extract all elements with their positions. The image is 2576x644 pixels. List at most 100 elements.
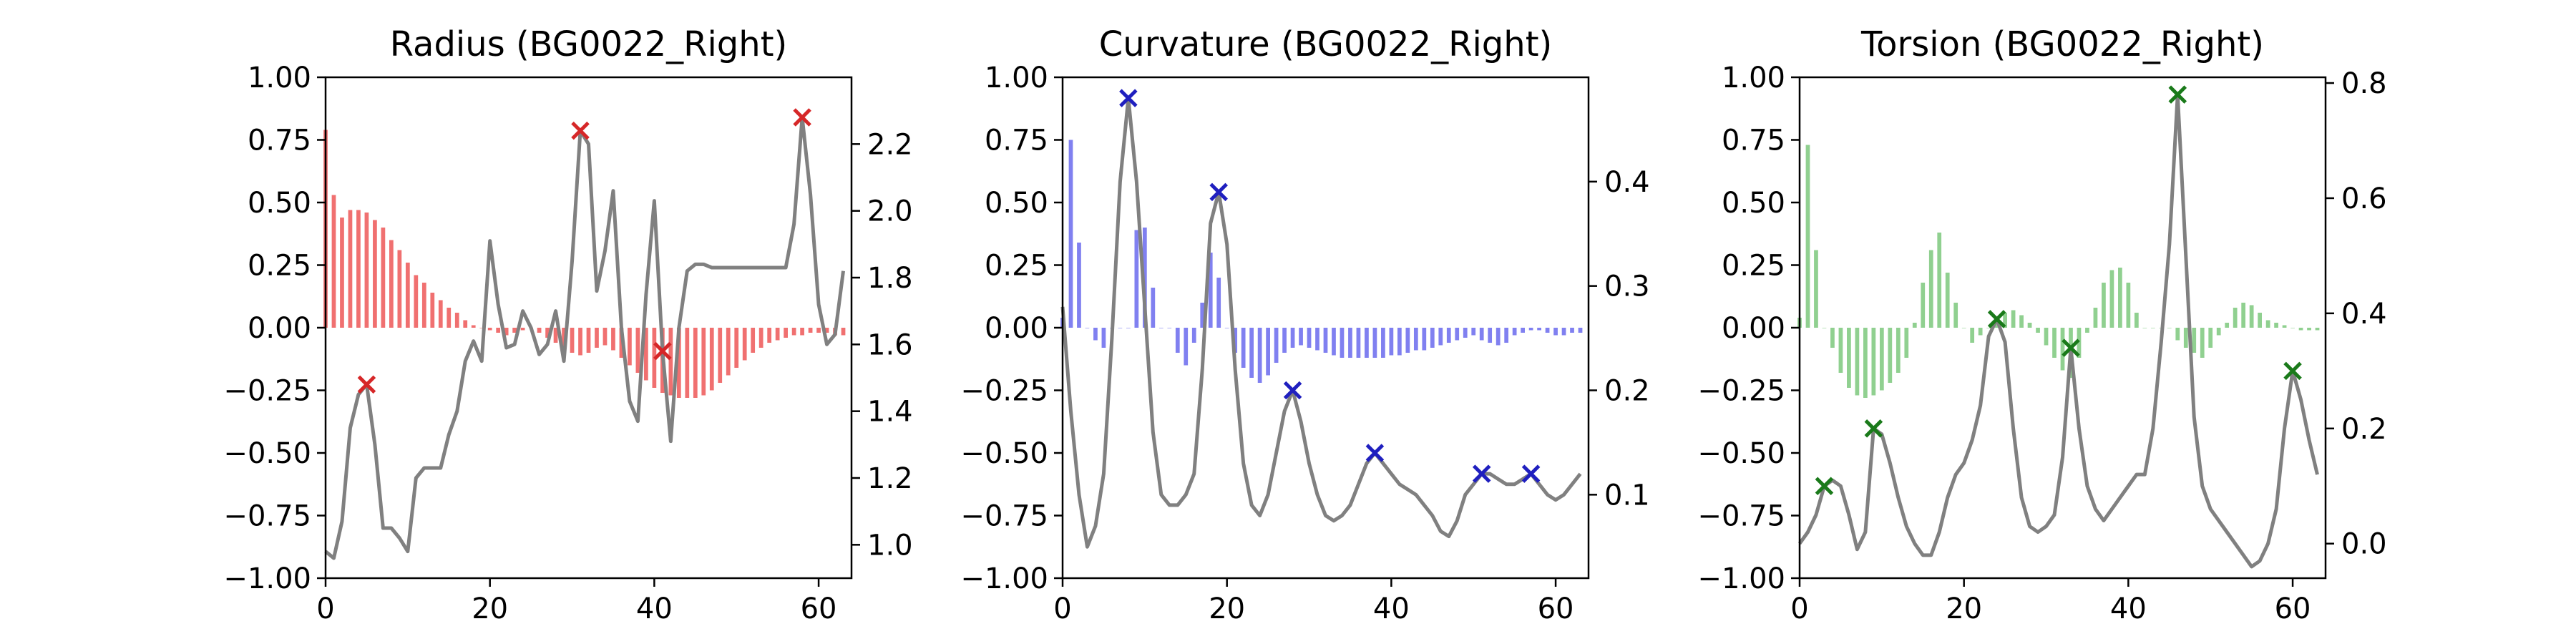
curvature-bar (1332, 328, 1336, 356)
radius-peak-marker (571, 121, 590, 140)
torsion-y-right-tick-label: 0.8 (2341, 67, 2387, 100)
torsion-bar (2175, 328, 2180, 341)
curvature-bar (1471, 328, 1476, 336)
torsion-bar (2265, 320, 2270, 328)
curvature-panel: 0 20 40 60 −1.00 −0.75 −0.50 −0.25 0.00 0.25 0.50 0… (960, 24, 1649, 625)
torsion-y-left-tick-label: −0.50 (1697, 437, 1785, 470)
radius-panel-title: Radius (BG0022_Right) (390, 24, 788, 64)
curvature-bar (1446, 328, 1451, 343)
curvature-bar (1528, 328, 1533, 331)
radius-y-right-tick-label: 1.4 (867, 396, 913, 429)
curvature-bar (1405, 328, 1410, 353)
curvature-peak-marker (1472, 464, 1491, 483)
curvature-bar (1134, 230, 1139, 328)
curvature-bar (1553, 328, 1558, 336)
radius-bar (553, 328, 558, 343)
curvature-bar (1512, 328, 1517, 336)
torsion-bar (2093, 308, 2098, 328)
radius-bar (628, 328, 632, 366)
curvature-peak-marker (1209, 182, 1228, 202)
torsion-bar (2200, 328, 2205, 358)
torsion-panel: 0 20 40 60 −1.00 −0.75 −0.50 −0.25 0.00 0.25 0.50 0… (1697, 24, 2386, 625)
torsion-bar (2249, 305, 2254, 328)
torsion-bar (1978, 328, 1983, 336)
curvature-bar (1093, 328, 1098, 341)
curvature-bar (1200, 303, 1205, 328)
curvature-bar (1249, 328, 1254, 378)
radius-panel: 0 20 40 60 −1.00 −0.75 −0.50 −0.25 0.00 0.25 0.50 0… (223, 24, 912, 625)
torsion-bar (1904, 328, 1909, 358)
curvature-bar (1496, 328, 1501, 346)
curvature-bar (1233, 328, 1238, 353)
radius-bar (512, 328, 517, 333)
radius-y-left-tick-label: 0.50 (248, 187, 311, 220)
torsion-bar (2307, 328, 2311, 331)
curvature-bar (1561, 328, 1566, 336)
torsion-y-right-tick-label: 0.4 (2341, 298, 2387, 331)
curvature-bar (1504, 328, 1509, 343)
curvature-bar (1151, 288, 1156, 328)
curvature-y-left-tick-label: 0.50 (985, 187, 1048, 220)
torsion-y-left-tick-label: 0.00 (1722, 312, 1785, 345)
radius-bar (693, 328, 698, 398)
radius-bar (471, 325, 476, 328)
torsion-bar (2019, 315, 2024, 328)
radius-line (324, 115, 845, 560)
curvature-y-right-tick-label: 0.1 (1604, 479, 1650, 512)
radius-y-left-tick-label: 0.00 (248, 312, 311, 345)
curvature-x-tick-label: 20 (1209, 592, 1245, 625)
radius-bar (726, 328, 731, 376)
torsion-bar (1855, 328, 1860, 396)
torsion-bar (1953, 303, 1958, 328)
radius-bar (454, 313, 459, 328)
radius-bar (841, 328, 846, 336)
torsion-y-right-tick-label: 0.2 (2341, 413, 2387, 446)
radius-y-right-tick-label: 1.6 (867, 328, 913, 361)
curvature-bar (1365, 328, 1369, 358)
torsion-bar (1921, 283, 1926, 328)
radius-bar (635, 328, 640, 373)
curvature-y-right-tick-label: 0.2 (1604, 375, 1650, 408)
radius-peak-marker (357, 375, 376, 394)
radius-bar (356, 210, 361, 328)
curvature-bar (1323, 328, 1328, 353)
curvature-panel-title: Curvature (BG0022_Right) (1099, 24, 1553, 64)
curvature-bar (1208, 253, 1213, 328)
radius-bar (602, 328, 608, 346)
radius-bar (784, 328, 788, 338)
radius-bar (537, 328, 542, 333)
radius-x-tick-label: 20 (472, 592, 508, 625)
curvature-bar (1307, 328, 1312, 348)
torsion-bar (1805, 145, 1810, 328)
curvature-y-right-tick-label: 0.3 (1604, 270, 1650, 303)
curvature-bar (1068, 140, 1073, 328)
torsion-bar (1814, 250, 1818, 328)
radius-bar (414, 275, 419, 328)
radius-y-right-tick-label: 2.2 (867, 128, 913, 161)
torsion-bar (2118, 268, 2122, 328)
curvature-bar (1266, 328, 1270, 376)
curvature-bar (1422, 328, 1427, 351)
radius-bar (824, 328, 829, 333)
curvature-bar (1282, 328, 1287, 353)
radius-y-left-tick-label: −0.50 (223, 437, 311, 470)
radius-bar (734, 328, 739, 368)
curvature-y-right-tick-label: 0.4 (1604, 166, 1650, 199)
torsion-bar (2274, 323, 2278, 328)
curvature-y-left-tick-label: −1.00 (960, 562, 1048, 595)
curvature-peak-marker (1283, 381, 1302, 400)
torsion-bar (2225, 323, 2230, 328)
radius-bar (800, 328, 804, 336)
curvature-x-tick-label: 40 (1373, 592, 1410, 625)
radius-x-tick-label: 40 (636, 592, 673, 625)
curvature-line (1060, 96, 1582, 549)
torsion-bar (1912, 323, 1917, 328)
radius-bar (348, 210, 353, 328)
curvature-peak-marker (1365, 444, 1385, 462)
curvature-peak-marker (1521, 464, 1541, 483)
torsion-bar (1879, 328, 1884, 391)
curvature-bar (1315, 328, 1319, 351)
torsion-line (1797, 92, 2319, 569)
radius-bar (331, 195, 336, 328)
radius-bar (709, 328, 714, 391)
